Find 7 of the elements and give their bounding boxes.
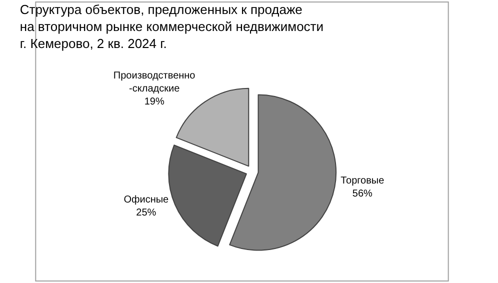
chart-title: Структура объектов, предложенных к продаже на вторичном рынке коммерческой недвижимости г. Кемерово, 2 кв. 2024 г. — [20, 2, 324, 51]
slice-label: Торговые — [340, 175, 385, 186]
slice-label: Производственно-складские — [113, 70, 196, 95]
data-label: 25% — [136, 208, 156, 219]
data-label: 19% — [144, 96, 164, 108]
data-label: 56% — [352, 188, 373, 200]
slice-label: Офисные — [124, 194, 170, 206]
